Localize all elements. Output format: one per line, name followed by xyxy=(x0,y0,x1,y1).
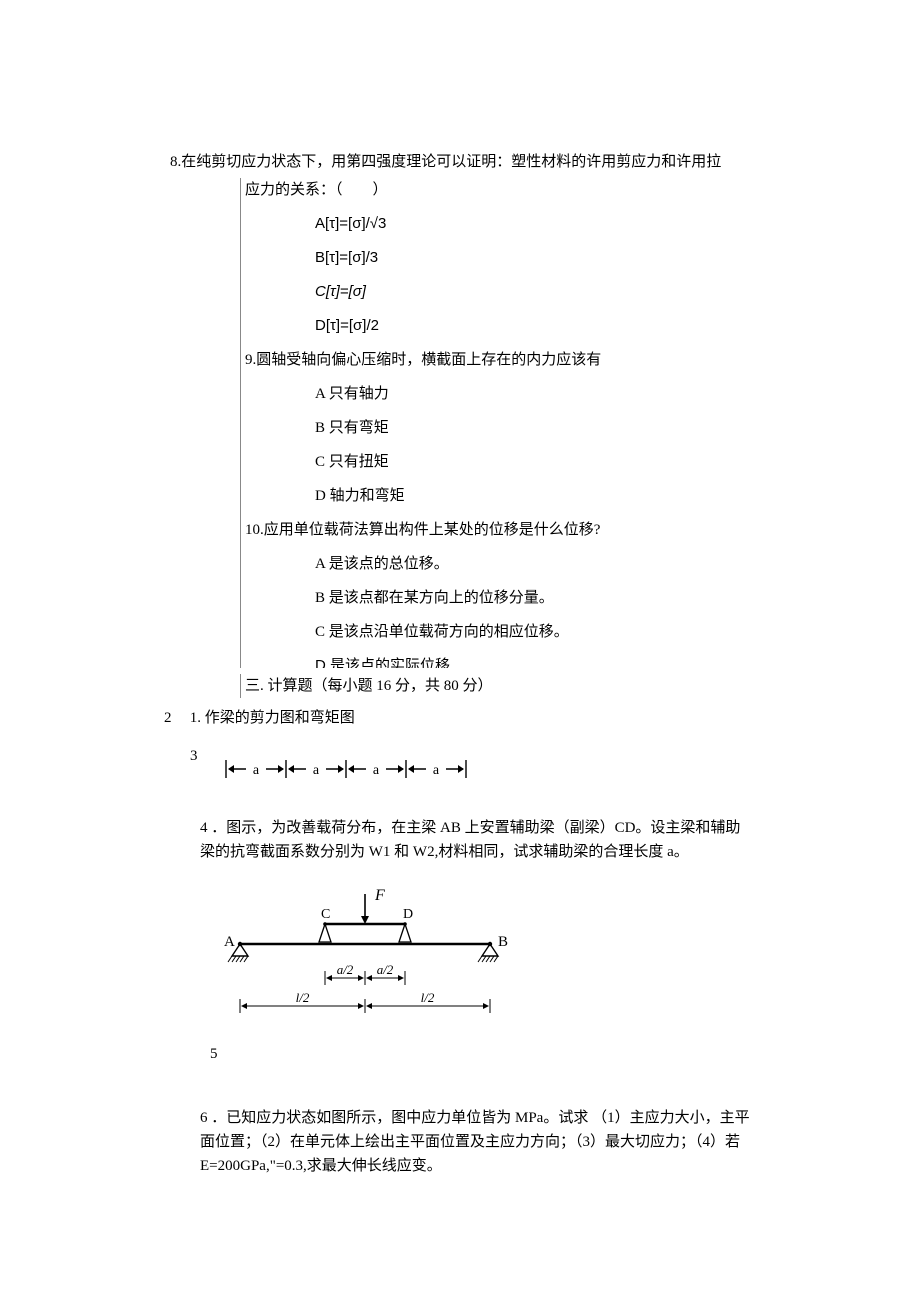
svg-text:a: a xyxy=(433,763,440,778)
q9-option-b: B 只有弯矩 xyxy=(315,416,750,440)
q10-option-d: D 是该点的实际位移 xyxy=(315,654,750,668)
q8-stem-line1: 8.在纯剪切应力状态下，用第四强度理论可以证明：塑性材料的许用剪应力和许用拉 xyxy=(170,150,750,174)
margin-num-6: 6 xyxy=(200,1110,208,1126)
dimension-row: 3 a a a a xyxy=(190,744,750,786)
q10-option-c: C 是该点沿单位载荷方向的相应位移。 xyxy=(315,620,750,644)
margin-num-4: 4 xyxy=(200,820,208,836)
q8-stem-line2: 应力的关系：（ ） xyxy=(245,178,750,202)
svg-text:a: a xyxy=(253,763,260,778)
q9-option-a: A 只有轴力 xyxy=(315,382,750,406)
svg-text:A: A xyxy=(224,934,235,950)
q8-option-c: C[τ]=[σ] xyxy=(315,280,750,304)
q4: 4 ．图示，为改善载荷分布，在主梁 AB 上安置辅助梁（副梁）CD。设主梁和辅助… xyxy=(200,816,750,864)
q8-option-a: A[τ]=[σ]/√3 xyxy=(315,212,750,236)
svg-text:l/2: l/2 xyxy=(296,990,310,1005)
svg-text:B: B xyxy=(498,934,508,950)
q2-1: 2 1. 作梁的剪力图和弯矩图 xyxy=(164,706,750,730)
margin-num-2: 2 xyxy=(164,706,186,730)
dimension-diagram: aaaa xyxy=(216,752,516,786)
q2-1-text: 1. 作梁的剪力图和弯矩图 xyxy=(190,710,355,726)
q6-text: ．已知应力状态如图所示，图中应力单位皆为 MPa。试求 （1）主应力大小，主平面… xyxy=(200,1110,750,1174)
q10-option-b: B 是该点都在某方向上的位移分量。 xyxy=(315,586,750,610)
svg-text:F: F xyxy=(374,887,385,904)
beam-diagram: F A B C Da/2 a/2 l/2 l/2 xyxy=(210,884,530,1034)
q4-text: ．图示，为改善载荷分布，在主梁 AB 上安置辅助梁（副梁）CD。设主梁和辅助梁的… xyxy=(200,820,740,860)
q6: 6 ．已知应力状态如图所示，图中应力单位皆为 MPa。试求 （1）主应力大小，主… xyxy=(200,1106,750,1178)
section-3-heading: 三. 计算题（每小题 16 分，共 80 分） xyxy=(240,674,750,698)
q8-option-b: B[τ]=[σ]/3 xyxy=(315,246,750,270)
svg-text:a: a xyxy=(313,763,320,778)
svg-text:C: C xyxy=(321,907,330,922)
svg-text:a: a xyxy=(373,763,380,778)
q10-option-a: A 是该点的总位移。 xyxy=(315,552,750,576)
q10-stem: 10.应用单位载荷法算出构件上某处的位移是什么位移? xyxy=(245,518,750,542)
exam-page: 8.在纯剪切应力状态下，用第四强度理论可以证明：塑性材料的许用剪应力和许用拉 应… xyxy=(0,0,920,1270)
svg-text:D: D xyxy=(403,907,413,922)
q8-q10-block: 应力的关系：（ ） A[τ]=[σ]/√3 B[τ]=[σ]/3 C[τ]=[σ… xyxy=(240,178,750,668)
q8-option-d: D[τ]=[σ]/2 xyxy=(315,314,750,338)
margin-num-5: 5 xyxy=(210,1042,232,1066)
margin-num-3: 3 xyxy=(190,744,212,768)
svg-text:a/2: a/2 xyxy=(337,962,354,977)
svg-text:a/2: a/2 xyxy=(377,962,394,977)
q9-stem: 9.圆轴受轴向偏心压缩时，横截面上存在的内力应该有 xyxy=(245,348,750,372)
beam-figure-block: F A B C Da/2 a/2 l/2 l/2 5 xyxy=(210,884,750,1066)
q9-option-d: D 轴力和弯矩 xyxy=(315,484,750,508)
svg-text:l/2: l/2 xyxy=(421,990,435,1005)
q9-option-c: C 只有扭矩 xyxy=(315,450,750,474)
